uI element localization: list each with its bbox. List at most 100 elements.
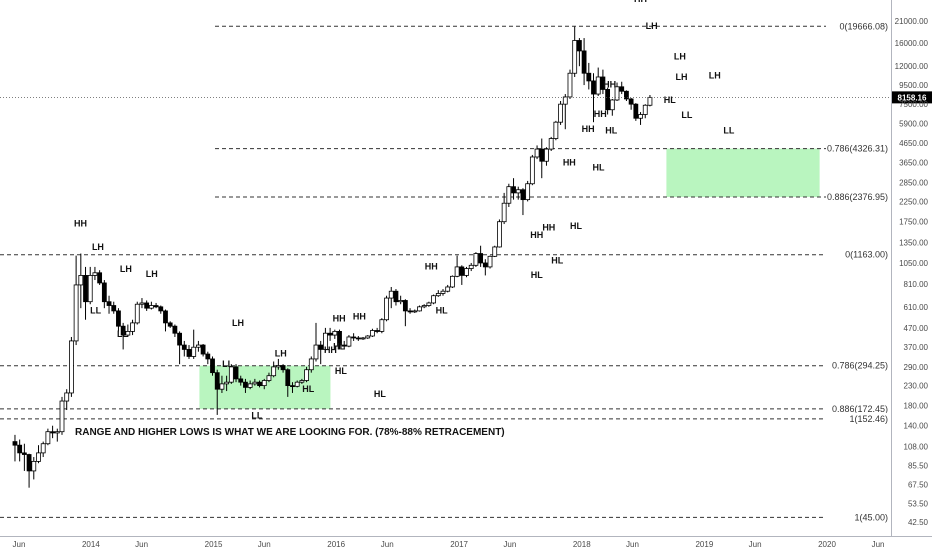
candle-35 bbox=[177, 331, 182, 365]
pattern-label-24: HL bbox=[570, 221, 582, 231]
candle-109 bbox=[525, 180, 531, 202]
candle-38 bbox=[191, 329, 197, 359]
pattern-label-3: LH bbox=[146, 269, 158, 279]
fib-label-bg-3 bbox=[826, 248, 889, 260]
candle-1 bbox=[17, 439, 23, 462]
pattern-label-10: HH bbox=[353, 312, 366, 322]
price-tick-12: 1350.00 bbox=[899, 239, 928, 248]
time-tick-3: 2015 bbox=[205, 540, 223, 549]
candle-73 bbox=[355, 336, 361, 341]
pattern-label-36: LH bbox=[709, 71, 721, 81]
candle-127 bbox=[609, 98, 615, 116]
candle-75 bbox=[365, 335, 371, 339]
candle-104 bbox=[501, 192, 507, 225]
candle-94 bbox=[454, 255, 460, 278]
candle-105 bbox=[506, 183, 512, 207]
candle-121 bbox=[581, 38, 587, 86]
fib-label-7: 1(45.00) bbox=[854, 512, 888, 522]
candle-120 bbox=[576, 38, 582, 67]
time-tick-0: Jun bbox=[13, 540, 26, 549]
price-tick-19: 230.00 bbox=[904, 382, 929, 391]
candle-74 bbox=[360, 336, 366, 340]
candle-25 bbox=[130, 319, 135, 336]
price-tick-20: 180.00 bbox=[904, 401, 929, 410]
candle-51 bbox=[252, 378, 258, 386]
time-tick-13: 2020 bbox=[818, 540, 836, 549]
candle-46 bbox=[228, 364, 234, 384]
target-zone-1 bbox=[666, 148, 820, 197]
price-tick-10: 2250.00 bbox=[899, 197, 928, 206]
candle-66 bbox=[323, 327, 328, 352]
candle-28 bbox=[144, 300, 150, 311]
candle-47 bbox=[233, 364, 239, 383]
candle-108 bbox=[520, 188, 526, 216]
candle-88 bbox=[426, 301, 432, 307]
pattern-label-14: HL bbox=[302, 384, 314, 394]
candle-100 bbox=[482, 259, 488, 276]
pattern-label-23: HH bbox=[563, 158, 576, 168]
candle-106 bbox=[511, 178, 516, 200]
candle-23 bbox=[120, 322, 126, 350]
candle-93 bbox=[449, 275, 455, 289]
candle-55 bbox=[271, 361, 277, 378]
pattern-label-17: HH bbox=[425, 261, 438, 271]
candle-107 bbox=[515, 186, 521, 200]
candle-49 bbox=[243, 378, 248, 393]
candle-41 bbox=[205, 351, 211, 365]
current-price-tag bbox=[892, 91, 932, 104]
candle-86 bbox=[417, 305, 422, 312]
pattern-label-18: HL bbox=[436, 306, 448, 316]
price-tick-21: 140.00 bbox=[904, 422, 929, 431]
time-tick-9: 2018 bbox=[573, 540, 591, 549]
candle-14 bbox=[78, 253, 84, 309]
candle-87 bbox=[421, 304, 427, 309]
candle-69 bbox=[337, 329, 342, 350]
time-tick-10: Jun bbox=[626, 540, 639, 549]
candle-116 bbox=[558, 100, 563, 125]
fib-label-bg-5 bbox=[826, 402, 889, 414]
time-tick-5: 2016 bbox=[327, 540, 345, 549]
time-tick-4: Jun bbox=[258, 540, 271, 549]
pattern-label-0: HH bbox=[74, 218, 87, 228]
pattern-label-4: LL bbox=[90, 306, 101, 316]
candle-82 bbox=[398, 295, 404, 305]
candle-115 bbox=[553, 120, 559, 141]
fib-label-bg-2 bbox=[826, 190, 889, 202]
candle-29 bbox=[148, 301, 154, 310]
candle-124 bbox=[595, 67, 601, 96]
price-tick-13: 1050.00 bbox=[899, 259, 928, 268]
pattern-label-25: HH bbox=[582, 124, 595, 134]
candle-70 bbox=[341, 340, 347, 350]
candle-24 bbox=[125, 324, 131, 337]
candle-76 bbox=[370, 328, 375, 337]
price-tick-9: 2850.00 bbox=[899, 178, 928, 187]
candle-84 bbox=[407, 308, 413, 314]
candle-54 bbox=[266, 372, 272, 383]
pattern-label-37: LL bbox=[723, 126, 734, 136]
candle-118 bbox=[567, 69, 573, 99]
candle-96 bbox=[464, 266, 469, 278]
fib-label-bg-4 bbox=[826, 359, 889, 371]
time-tick-11: 2019 bbox=[695, 540, 713, 549]
candle-78 bbox=[379, 318, 385, 334]
fib-label-bg-6 bbox=[826, 412, 889, 424]
pattern-label-22: HL bbox=[551, 256, 563, 266]
pattern-label-26: HH bbox=[594, 109, 607, 119]
pattern-label-6: LH bbox=[232, 318, 244, 328]
candle-48 bbox=[238, 375, 244, 386]
price-tick-5: 7500.00 bbox=[899, 100, 928, 109]
time-axis-border bbox=[0, 536, 932, 537]
candle-8 bbox=[50, 425, 55, 439]
candle-103 bbox=[497, 219, 502, 248]
candle-101 bbox=[487, 255, 493, 269]
price-tick-8: 3650.00 bbox=[899, 158, 928, 167]
candle-2 bbox=[21, 443, 27, 471]
candle-32 bbox=[163, 309, 168, 332]
candle-99 bbox=[478, 245, 484, 267]
candle-68 bbox=[332, 329, 338, 339]
candle-114 bbox=[548, 136, 554, 151]
pattern-label-34: LH bbox=[676, 72, 688, 82]
candle-18 bbox=[97, 270, 103, 285]
pattern-label-13: LL bbox=[251, 411, 262, 421]
